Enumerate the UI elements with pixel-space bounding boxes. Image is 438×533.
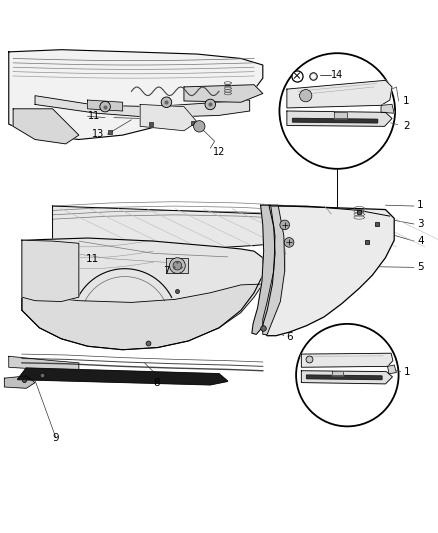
Text: 12: 12 [213, 147, 225, 157]
Polygon shape [22, 238, 263, 350]
Text: 1: 1 [404, 367, 411, 377]
Circle shape [100, 101, 110, 112]
Polygon shape [263, 205, 394, 336]
Polygon shape [388, 365, 396, 374]
Polygon shape [166, 258, 188, 273]
Polygon shape [334, 112, 347, 118]
Text: 1: 1 [403, 96, 410, 106]
Polygon shape [252, 205, 275, 334]
Circle shape [205, 99, 215, 110]
Polygon shape [381, 104, 394, 113]
Circle shape [296, 324, 399, 426]
Polygon shape [263, 205, 285, 334]
Text: 2: 2 [403, 122, 410, 131]
Text: 8: 8 [153, 377, 160, 387]
Circle shape [173, 261, 182, 270]
Polygon shape [301, 353, 393, 367]
Polygon shape [287, 111, 392, 126]
Circle shape [161, 97, 172, 108]
Polygon shape [287, 80, 392, 108]
Polygon shape [293, 118, 378, 123]
Circle shape [279, 53, 395, 169]
Text: 5: 5 [417, 262, 424, 272]
Polygon shape [184, 85, 263, 102]
Circle shape [170, 258, 185, 273]
Polygon shape [9, 356, 79, 372]
Text: 14: 14 [331, 70, 343, 80]
Polygon shape [140, 104, 197, 131]
Polygon shape [9, 50, 263, 140]
Polygon shape [301, 371, 392, 384]
Text: 3: 3 [417, 219, 424, 229]
Polygon shape [18, 368, 228, 385]
Text: 1: 1 [417, 200, 424, 210]
Polygon shape [53, 206, 385, 251]
Circle shape [300, 90, 312, 102]
Circle shape [284, 238, 294, 247]
Polygon shape [88, 100, 123, 111]
Text: 7: 7 [163, 266, 170, 276]
Text: 11: 11 [88, 111, 100, 122]
Polygon shape [22, 240, 79, 302]
Polygon shape [13, 109, 79, 144]
Polygon shape [332, 371, 343, 375]
Text: 9: 9 [53, 433, 60, 443]
Text: 11: 11 [85, 254, 99, 264]
Polygon shape [22, 284, 263, 350]
Text: 6: 6 [286, 333, 293, 343]
Polygon shape [35, 96, 250, 118]
Circle shape [280, 220, 290, 230]
Text: 4: 4 [417, 236, 424, 246]
Text: 13: 13 [92, 129, 105, 139]
Polygon shape [307, 375, 382, 379]
Polygon shape [4, 376, 35, 388]
Circle shape [194, 120, 205, 132]
